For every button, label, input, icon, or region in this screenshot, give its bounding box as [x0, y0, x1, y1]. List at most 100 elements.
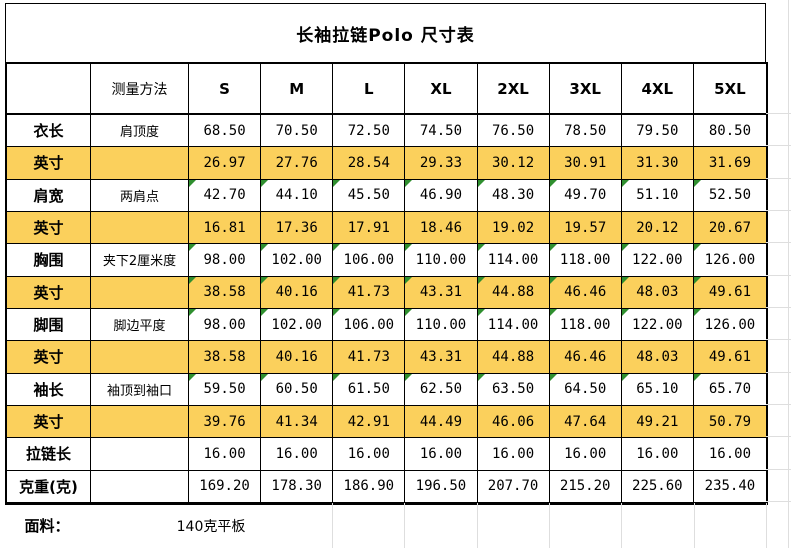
value-cell[interactable]: 19.02 [477, 211, 550, 245]
value-cell[interactable]: 49.61 [693, 276, 766, 309]
size-header-m[interactable]: M [261, 64, 334, 115]
corner-cell[interactable] [7, 64, 91, 115]
value-cell[interactable]: 122.00 [621, 308, 694, 342]
value-cell[interactable]: 78.50 [549, 115, 622, 148]
value-cell[interactable]: 38.58 [189, 276, 262, 309]
value-cell[interactable]: 48.03 [621, 341, 694, 374]
row-label-cell[interactable]: 英寸 [7, 211, 91, 245]
size-header-3xl[interactable]: 3XL [549, 64, 622, 115]
value-cell[interactable]: 16.81 [189, 211, 262, 245]
fabric-value[interactable]: 140克平板 [176, 518, 246, 535]
value-cell[interactable]: 44.88 [477, 341, 550, 374]
value-cell[interactable]: 126.00 [693, 308, 766, 342]
value-cell[interactable]: 27.76 [261, 147, 334, 180]
method-cell[interactable] [91, 341, 189, 374]
value-cell[interactable]: 106.00 [333, 244, 406, 277]
value-cell[interactable]: 65.70 [693, 373, 766, 406]
row-label-cell[interactable]: 英寸 [7, 341, 91, 374]
value-cell[interactable]: 46.46 [549, 276, 622, 309]
value-cell[interactable]: 43.31 [405, 276, 478, 309]
row-label-cell[interactable]: 英寸 [7, 147, 91, 180]
row-label-cell[interactable]: 衣长 [7, 115, 91, 148]
value-cell[interactable]: 46.90 [405, 179, 478, 212]
row-label-cell[interactable]: 克重(克) [7, 470, 91, 503]
value-cell[interactable]: 79.50 [621, 115, 694, 148]
value-cell[interactable]: 44.88 [477, 276, 550, 309]
value-cell[interactable]: 48.03 [621, 276, 694, 309]
row-label-cell[interactable]: 英寸 [7, 276, 91, 309]
value-cell[interactable]: 169.20 [189, 470, 262, 503]
row-label-cell[interactable]: 胸围 [7, 244, 91, 277]
method-cell[interactable] [91, 211, 189, 245]
value-cell[interactable]: 207.70 [477, 470, 550, 503]
value-cell[interactable]: 44.10 [261, 179, 334, 212]
value-cell[interactable]: 17.91 [333, 211, 406, 245]
method-cell[interactable] [91, 276, 189, 309]
value-cell[interactable]: 20.67 [693, 211, 766, 245]
value-cell[interactable]: 26.97 [189, 147, 262, 180]
value-cell[interactable]: 16.00 [549, 438, 622, 471]
value-cell[interactable]: 38.58 [189, 341, 262, 374]
size-header-xl[interactable]: XL [405, 64, 478, 115]
value-cell[interactable]: 235.40 [693, 471, 766, 503]
value-cell[interactable]: 42.70 [189, 179, 262, 212]
value-cell[interactable]: 46.46 [549, 341, 622, 374]
value-cell[interactable]: 61.50 [333, 373, 406, 406]
value-cell[interactable]: 30.12 [477, 147, 550, 180]
value-cell[interactable]: 98.00 [189, 244, 262, 277]
row-label-cell[interactable]: 袖长 [7, 373, 91, 406]
size-header-s[interactable]: S [189, 64, 262, 115]
size-header-2xl[interactable]: 2XL [477, 64, 550, 115]
method-cell[interactable]: 脚边平度 [91, 308, 189, 342]
value-cell[interactable]: 18.46 [405, 211, 478, 245]
method-cell[interactable] [91, 438, 189, 471]
value-cell[interactable]: 63.50 [477, 373, 550, 406]
value-cell[interactable]: 80.50 [693, 115, 766, 148]
value-cell[interactable]: 110.00 [405, 244, 478, 277]
value-cell[interactable]: 215.20 [549, 470, 622, 503]
value-cell[interactable]: 16.00 [477, 438, 550, 471]
value-cell[interactable]: 122.00 [621, 244, 694, 277]
value-cell[interactable]: 106.00 [333, 308, 406, 342]
method-cell[interactable] [91, 405, 189, 439]
value-cell[interactable]: 40.16 [261, 341, 334, 374]
value-cell[interactable]: 49.21 [621, 405, 694, 439]
value-cell[interactable]: 59.50 [189, 373, 262, 406]
value-cell[interactable]: 118.00 [549, 308, 622, 342]
value-cell[interactable]: 72.50 [333, 115, 406, 148]
value-cell[interactable]: 49.61 [693, 341, 766, 374]
method-header-cell[interactable]: 测量方法 [91, 64, 189, 115]
method-cell[interactable]: 两肩点 [91, 179, 189, 212]
value-cell[interactable]: 30.91 [549, 147, 622, 180]
value-cell[interactable]: 16.00 [333, 438, 406, 471]
value-cell[interactable]: 126.00 [693, 244, 766, 277]
value-cell[interactable]: 46.06 [477, 405, 550, 439]
fabric-label[interactable]: 面料： [24, 517, 70, 535]
size-header-5xl[interactable]: 5XL [693, 64, 766, 115]
value-cell[interactable]: 196.50 [405, 470, 478, 503]
value-cell[interactable]: 98.00 [189, 308, 262, 342]
value-cell[interactable]: 16.00 [621, 438, 694, 471]
value-cell[interactable]: 74.50 [405, 115, 478, 148]
value-cell[interactable]: 44.49 [405, 405, 478, 439]
value-cell[interactable]: 102.00 [261, 244, 334, 277]
method-cell[interactable]: 肩顶度 [91, 115, 189, 148]
value-cell[interactable]: 186.90 [333, 470, 406, 503]
value-cell[interactable]: 64.50 [549, 373, 622, 406]
value-cell[interactable]: 41.73 [333, 276, 406, 309]
method-cell[interactable]: 夹下2厘米度 [91, 244, 189, 277]
value-cell[interactable]: 28.54 [333, 147, 406, 180]
value-cell[interactable]: 31.30 [621, 147, 694, 180]
method-cell[interactable]: 袖顶到袖口 [91, 373, 189, 406]
value-cell[interactable]: 47.64 [549, 405, 622, 439]
value-cell[interactable]: 49.70 [549, 179, 622, 212]
value-cell[interactable]: 41.34 [261, 405, 334, 439]
value-cell[interactable]: 68.50 [189, 115, 262, 148]
row-label-cell[interactable]: 脚围 [7, 308, 91, 342]
value-cell[interactable]: 70.50 [261, 115, 334, 148]
value-cell[interactable]: 20.12 [621, 211, 694, 245]
value-cell[interactable]: 65.10 [621, 373, 694, 406]
value-cell[interactable]: 16.00 [261, 438, 334, 471]
value-cell[interactable]: 40.16 [261, 276, 334, 309]
method-cell[interactable] [91, 147, 189, 180]
